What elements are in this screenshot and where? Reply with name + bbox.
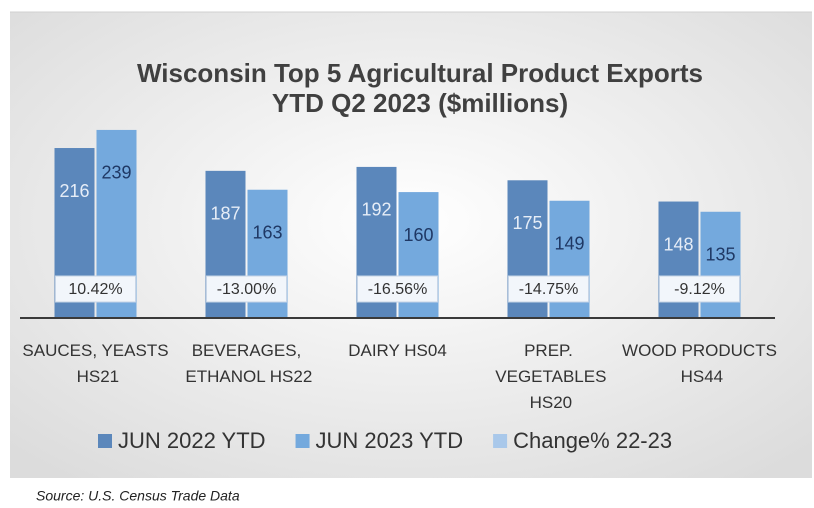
legend-label: JUN 2022 YTD [118,428,266,453]
data-label: 160 [403,225,433,245]
data-label: 239 [101,163,131,183]
legend-swatch [98,434,112,448]
legend: JUN 2022 YTD JUN 2023 YTD Change% 22-23 [98,428,672,453]
data-label: 135 [705,245,735,265]
change-label: 10.42% [68,281,122,298]
change-label-box [55,275,136,303]
data-label: 187 [210,204,240,224]
change-label: -16.56% [368,281,428,298]
change-label: -13.00% [217,281,277,298]
change-label: -9.12% [674,281,725,298]
legend-label: Change% 22-23 [513,428,672,453]
x-tick-label: BEVERAGES, ETHANOL HS22 [181,341,313,386]
legend-swatch [493,434,508,448]
data-label: 148 [663,234,693,254]
legend-swatch [295,434,310,448]
data-label: 149 [554,233,584,253]
x-tick-label: SAUCES, YEASTS HS21 [22,341,168,386]
change-label-box [508,275,589,303]
change-label-box [659,275,740,303]
legend-label: JUN 2023 YTD [316,428,464,453]
change-label-box [206,275,287,303]
x-tick-label: WOOD PRODUCTS HS44 [622,341,777,386]
data-label: 192 [361,200,391,220]
data-label: 216 [59,181,89,201]
x-tick-label: DAIRY HS04 [348,341,447,360]
x-tick-label: PREP. VEGETABLES HS20 [491,341,607,412]
chart-title: Wisconsin Top 5 Agricultural Product Exp… [137,58,703,88]
change-label-box [357,275,438,303]
change-label: -14.75% [519,281,579,298]
chart-subtitle: YTD Q2 2023 ($millions) [272,88,568,118]
data-label: 175 [512,213,542,233]
data-label: 163 [252,222,282,242]
source-note: Source: U.S. Census Trade Data [36,488,240,504]
